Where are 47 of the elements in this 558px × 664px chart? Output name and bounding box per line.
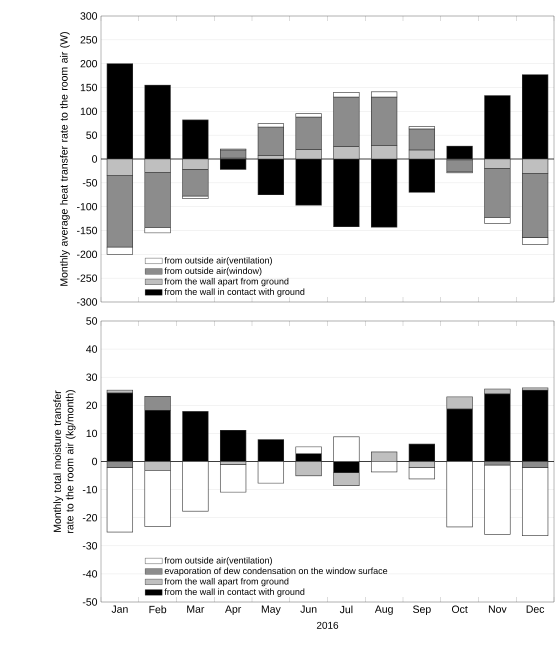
y-tick-label: 0 [92,458,98,466]
x-tick-label: Jan [112,606,128,613]
y-tick-label: 250 [80,36,98,44]
y-tick-label: -30 [82,542,98,550]
legend-label: from the wall in contact with ground [164,288,304,297]
y-tick-label: -300 [77,298,98,306]
legend-label: from outside air(ventilation) [164,556,272,566]
x-tick-label: Aug [374,606,393,615]
y-tick-label: -150 [77,226,98,234]
x-tick-label: May [262,606,281,615]
y-tick-label: 20 [86,402,98,410]
y-tick-label: 30 [86,373,98,381]
y-tick-label: 0 [92,155,98,163]
legend-label: from outside air(ventilation) [164,256,272,266]
x-tick-label: Dec [526,606,544,613]
y-tick-label: 50 [86,131,98,139]
legend-label: evaporation of dew condensation on the window surface [164,567,388,576]
x-axis-title: 2016 [316,622,338,629]
y-tick-label: -50 [82,598,98,606]
x-tick-label: Oct [452,606,468,613]
y-tick-label: 200 [80,60,98,68]
y-tick-label: 50 [86,317,98,325]
y-tick-label: -200 [77,250,98,258]
x-tick-label: Sep [413,606,431,615]
y-tick-label: -50 [82,179,98,187]
y-tick-label: 150 [80,84,98,92]
x-tick-label: Feb [149,606,166,614]
x-tick-label: Jul [340,606,352,614]
y-tick-label: -250 [77,274,98,282]
y-tick-label: -100 [77,202,98,210]
y-tick-label: 10 [86,430,98,438]
y-axis-title: Monthly average heat transfer rate to the room air (W) [60,32,70,286]
legend-label: from the wall apart from ground [164,278,288,286]
y-tick-label: -20 [82,514,98,522]
y-tick-label: -10 [82,486,98,494]
x-tick-label: Nov [488,606,507,613]
y-tick-label: 40 [86,345,98,353]
x-tick-label: Jun [300,606,316,613]
y-tick-label: 100 [80,108,98,116]
y-tick-label: 300 [80,12,98,20]
legend-label: from outside air(window) [164,267,262,276]
y-axis-title: Monthly total moisture transfer rate to the room air (kg/month) [53,390,76,533]
legend-label: from the wall apart from ground [164,578,288,586]
x-tick-label: Mar [187,606,204,613]
x-tick-label: Apr [225,606,242,615]
y-tick-label: -40 [82,570,98,578]
legend-label: from the wall in contact with ground [164,588,304,597]
